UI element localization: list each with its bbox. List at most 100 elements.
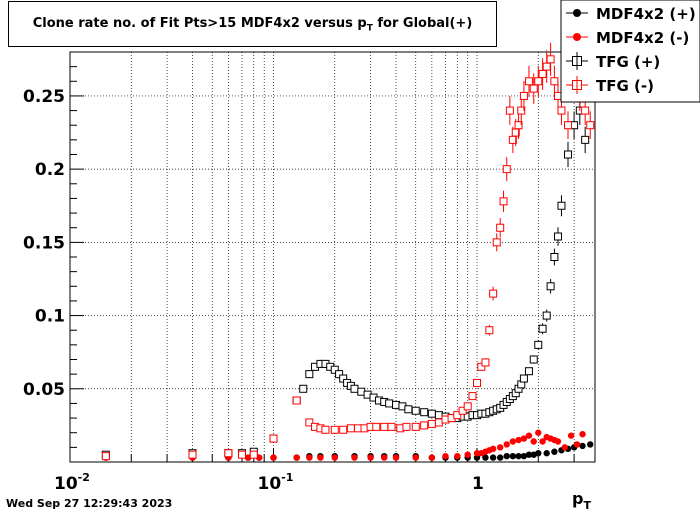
data-point bbox=[481, 358, 490, 367]
data-point bbox=[525, 432, 533, 439]
data-point bbox=[519, 374, 528, 383]
data-point bbox=[237, 450, 246, 459]
chart-title-sub: T bbox=[366, 23, 373, 34]
chart-title-tail: for Global(+) bbox=[372, 16, 473, 31]
data-point bbox=[434, 411, 443, 420]
data-point bbox=[463, 402, 472, 411]
data-point bbox=[553, 91, 562, 100]
data-point bbox=[224, 449, 233, 458]
legend-entry: MDF4x2 (-) bbox=[566, 29, 689, 47]
data-point bbox=[367, 454, 374, 461]
data-point bbox=[427, 419, 436, 428]
data-point bbox=[579, 442, 586, 450]
data-point bbox=[503, 452, 510, 460]
data-point bbox=[553, 232, 562, 241]
x-axis-label-main: p bbox=[572, 489, 583, 508]
series-3 bbox=[101, 42, 595, 461]
chart-title-main: Clone rate no. of Fit Pts>15 MDF4x2 vers… bbox=[32, 16, 367, 31]
data-point bbox=[411, 406, 420, 415]
data-point bbox=[350, 384, 359, 393]
y-tick-label: 0.2 bbox=[35, 160, 65, 180]
data-point bbox=[454, 452, 461, 460]
data-series bbox=[101, 42, 595, 461]
data-point bbox=[524, 367, 533, 376]
data-point bbox=[330, 425, 339, 434]
data-point bbox=[270, 454, 277, 461]
data-point bbox=[330, 365, 339, 374]
data-point bbox=[404, 405, 413, 414]
data-point bbox=[543, 450, 550, 457]
data-point bbox=[317, 454, 324, 461]
data-point bbox=[529, 355, 538, 364]
data-point bbox=[509, 438, 517, 445]
data-point bbox=[496, 454, 504, 461]
data-point bbox=[492, 238, 501, 247]
data-point bbox=[473, 454, 481, 461]
data-point bbox=[477, 362, 486, 371]
data-point bbox=[428, 454, 436, 461]
x-axis-label-sub: T bbox=[583, 499, 591, 512]
data-point bbox=[353, 424, 362, 433]
data-point bbox=[515, 452, 522, 460]
data-point bbox=[489, 454, 497, 461]
data-point bbox=[519, 91, 528, 100]
data-point bbox=[412, 454, 419, 461]
data-point bbox=[293, 454, 300, 461]
data-point bbox=[101, 452, 110, 461]
data-point bbox=[473, 378, 482, 387]
data-point bbox=[557, 201, 566, 210]
data-point bbox=[464, 451, 471, 458]
legend-label: MDF4x2 (+) bbox=[596, 5, 696, 23]
x-tick-labels: 10-2 10-1 1 bbox=[54, 471, 484, 494]
y-tick-label: 0.05 bbox=[23, 380, 65, 400]
data-point bbox=[331, 454, 338, 461]
legend-marker bbox=[573, 33, 581, 41]
data-point bbox=[385, 399, 394, 408]
data-point bbox=[538, 69, 547, 78]
data-point bbox=[458, 406, 467, 415]
x-tick-label: 10-2 bbox=[54, 471, 90, 494]
data-point bbox=[306, 454, 313, 461]
data-point bbox=[420, 421, 429, 430]
data-point bbox=[321, 425, 330, 434]
data-point bbox=[292, 396, 301, 405]
data-point bbox=[514, 121, 523, 130]
data-point bbox=[524, 77, 533, 86]
legend-marker bbox=[573, 9, 581, 17]
data-point bbox=[534, 77, 543, 86]
data-point bbox=[554, 438, 562, 445]
data-point bbox=[485, 326, 494, 335]
legend-entry: MDF4x2 (+) bbox=[566, 5, 696, 23]
data-point bbox=[550, 253, 559, 261]
data-point bbox=[372, 422, 381, 431]
data-point bbox=[188, 450, 197, 459]
chart-title: Clone rate no. of Fit Pts>15 MDF4x2 vers… bbox=[9, 16, 496, 34]
data-point bbox=[335, 370, 344, 379]
y-tick-labels: 0.05 0.1 0.15 0.2 0.25 bbox=[23, 87, 65, 400]
data-point bbox=[538, 324, 547, 333]
data-point bbox=[339, 425, 348, 434]
data-point bbox=[305, 418, 314, 427]
data-point bbox=[496, 223, 505, 232]
data-point bbox=[564, 121, 573, 130]
data-point bbox=[517, 106, 526, 115]
data-point bbox=[509, 452, 517, 460]
legend-entry: TFG (-) bbox=[566, 76, 654, 95]
x-tick-label: 10-1 bbox=[258, 471, 294, 494]
data-point bbox=[305, 370, 314, 379]
data-point bbox=[573, 441, 581, 448]
data-point bbox=[269, 434, 278, 443]
data-point bbox=[542, 311, 551, 320]
data-point bbox=[489, 289, 498, 298]
data-point bbox=[420, 408, 429, 417]
grid-lines bbox=[69, 52, 595, 462]
data-point bbox=[442, 452, 449, 460]
data-point bbox=[567, 432, 575, 439]
svg-text:pT: pT bbox=[572, 489, 591, 512]
data-point bbox=[550, 77, 559, 86]
data-point bbox=[411, 422, 420, 431]
x-tick-label: 1 bbox=[472, 474, 484, 494]
data-point bbox=[505, 106, 514, 115]
chart-title-box: Clone rate no. of Fit Pts>15 MDF4x2 vers… bbox=[8, 1, 497, 47]
